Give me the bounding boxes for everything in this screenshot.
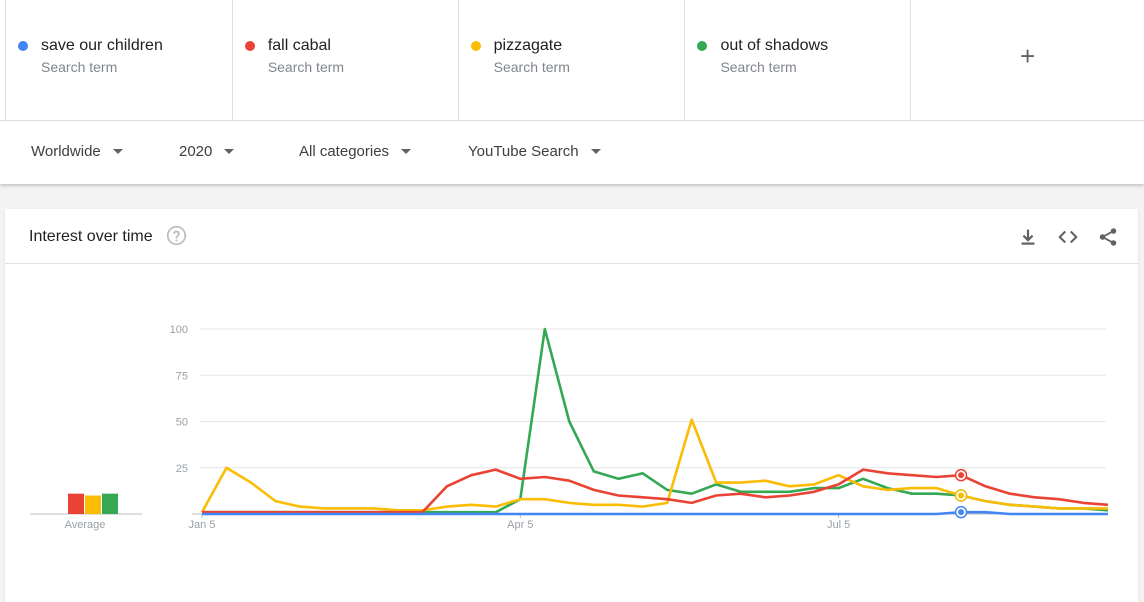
y-tick-label: 75 <box>176 370 188 382</box>
term-card-out-of-shadows[interactable]: out of shadows Search term <box>684 0 910 120</box>
embed-icon[interactable] <box>1057 226 1079 248</box>
interest-line-chart: 25 50 75 100 Jan 5 Apr 5 Jul 5 Average <box>30 324 1109 531</box>
add-comparison-button[interactable]: + <box>910 0 1144 120</box>
term-name: fall cabal <box>267 37 331 54</box>
download-icon[interactable] <box>1017 226 1039 248</box>
region-label: Worldwide <box>31 143 101 160</box>
data-point-marker-dot <box>958 472 965 479</box>
term-color-dot <box>697 41 708 51</box>
term-color-dot <box>18 41 28 51</box>
data-point-marker-dot <box>958 509 965 516</box>
card-header: Interest over time <box>5 209 1138 264</box>
region-dropdown[interactable]: Worldwide <box>31 143 123 160</box>
category-label: All categories <box>299 143 390 160</box>
term-name: pizzagate <box>493 37 563 54</box>
y-tick-label: 25 <box>176 463 188 475</box>
share-icon[interactable] <box>1097 226 1119 248</box>
search-property-label: YouTube Search <box>468 143 579 160</box>
y-tick-label: 100 <box>170 324 188 336</box>
term-color-dot <box>244 41 255 51</box>
term-type: Search term <box>267 59 345 75</box>
series-line-out-of-shadows <box>202 327 1109 514</box>
help-icon[interactable] <box>166 225 187 246</box>
y-tick-label: 50 <box>176 417 188 429</box>
term-card-fall-cabal[interactable]: fall cabal Search term <box>231 0 458 120</box>
x-tick-label: Apr 5 <box>507 519 533 531</box>
average-label: Average <box>65 519 106 531</box>
term-type: Search term <box>720 59 797 75</box>
filters-bar: Worldwide 2020 All categories YouTube Se… <box>0 121 1144 184</box>
interest-over-time-card: Interest over time 25 50 75 100 Jan 5 Apr 5 Ju… <box>5 209 1138 602</box>
dropdown-arrow-icon <box>590 149 601 154</box>
x-tick-label: Jan 5 <box>189 519 216 531</box>
term-color-dot <box>470 41 481 51</box>
term-card-save-our-children[interactable]: save our children Search term <box>5 0 232 120</box>
term-type: Search term <box>493 59 570 75</box>
average-bar-pizzagate <box>85 495 101 514</box>
term-name: save our children <box>41 37 163 54</box>
time-range-label: 2020 <box>179 143 213 160</box>
dropdown-arrow-icon <box>224 149 235 154</box>
category-dropdown[interactable]: All categories <box>299 143 412 160</box>
average-bar-fall-cabal <box>68 493 84 514</box>
term-card-pizzagate[interactable]: pizzagate Search term <box>457 0 685 120</box>
data-point-marker-dot <box>958 492 965 499</box>
term-type: Search term <box>41 59 118 75</box>
average-bar-out-of-shadows <box>102 493 118 514</box>
search-property-dropdown[interactable]: YouTube Search <box>468 143 601 160</box>
search-terms-bar: save our children Search term fall cabal… <box>0 0 1144 121</box>
card-title: Interest over time <box>29 228 153 245</box>
time-range-dropdown[interactable]: 2020 <box>179 143 235 160</box>
x-tick-label: Jul 5 <box>827 519 850 531</box>
plus-icon: + <box>1020 40 1036 71</box>
term-name: out of shadows <box>720 37 829 54</box>
dropdown-arrow-icon <box>401 149 412 154</box>
dropdown-arrow-icon <box>112 149 123 154</box>
